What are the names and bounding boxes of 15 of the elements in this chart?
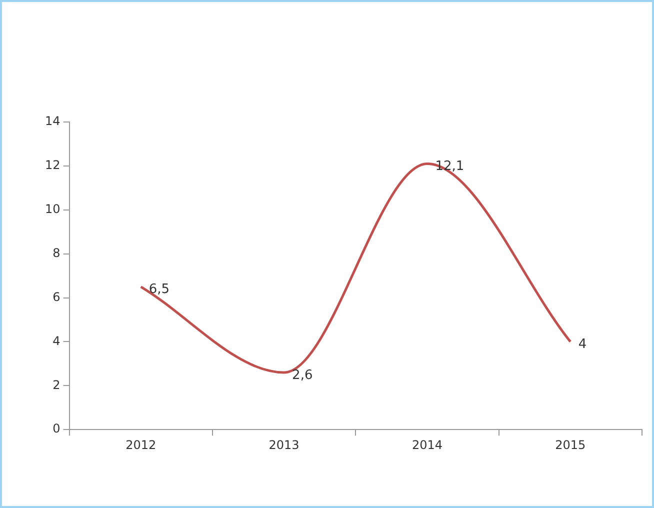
y-tick-label: 4 (52, 334, 60, 348)
y-tick-label: 2 (52, 378, 60, 392)
data-label: 2,6 (292, 368, 313, 383)
x-tick-label: 2015 (555, 438, 586, 452)
y-tick-label: 6 (52, 290, 60, 304)
y-tick-label: 8 (52, 246, 60, 260)
data-label: 4 (578, 337, 587, 352)
y-tick-label: 10 (44, 202, 60, 216)
y-tick-label: 0 (52, 422, 60, 436)
y-tick-label: 12 (44, 158, 60, 172)
x-tick-label: 2013 (268, 438, 300, 452)
x-tick-label: 2012 (126, 438, 156, 452)
x-tick-label: 2014 (412, 438, 442, 452)
data-label: 6,5 (148, 282, 170, 298)
y-tick-label: 14 (44, 114, 60, 128)
